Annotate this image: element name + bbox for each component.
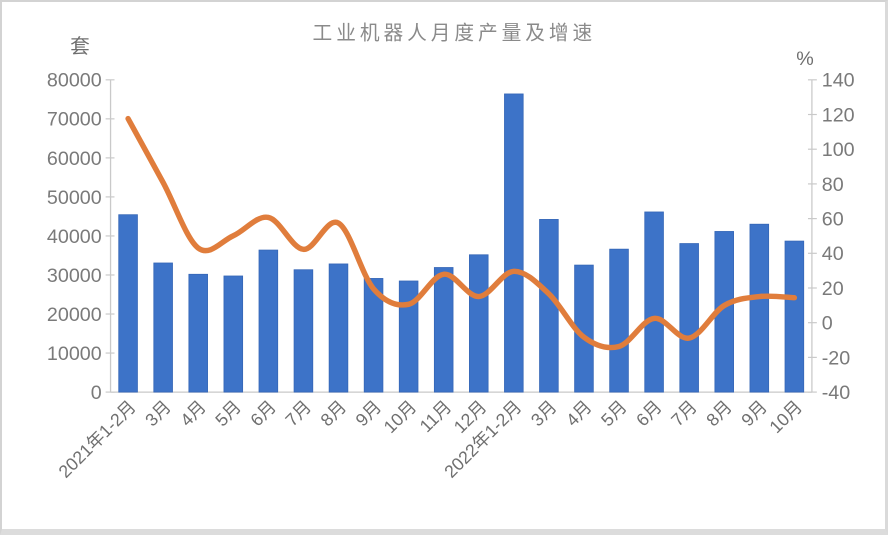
x-axis-label: 2021年1-2月 [55,397,140,482]
growth-rate-line [125,115,798,351]
bar-6月 [258,249,279,393]
x-axis-label: 9月 [352,397,386,431]
x-axis-label: 7月 [281,397,315,431]
bar-7月 [293,269,314,393]
bar-5月 [609,248,629,393]
right-axis-tick-label: 120 [822,104,855,126]
x-axis-label: 3月 [527,397,561,431]
right-axis-tick-label: 60 [822,208,844,230]
bar-2022年1-2月 [504,93,524,393]
right-axis-tick-label: 40 [822,243,844,265]
left-axis-unit-label: 套 [70,36,90,58]
left-axis-tick-label: 40000 [47,226,102,248]
bar-4月 [188,273,208,393]
right-axis-unit-label: % [796,48,814,70]
left-axis-tick-label: 30000 [47,265,102,287]
bar-9月 [363,278,384,393]
x-axis-category-labels: 2021年1-2月 3月 4月 5月 6月 7月 8月 9月10月11月12月2022年1-2… [55,397,806,482]
left-axis-tick-label: 60000 [47,148,102,170]
bar-5月 [223,275,244,393]
right-axis-tick-label: 80 [822,174,844,196]
right-axis-tick-labels: -40 -20 0 20 40 60 80 100 120 140 [807,70,855,404]
x-axis-label: 6月 [632,397,666,431]
x-axis-label: 7月 [667,397,701,431]
left-axis-tick-label: 0 [91,382,102,404]
right-axis-tick-label: 20 [822,278,844,300]
left-axis-tick-label: 80000 [47,70,102,92]
right-axis-tick-label: -20 [822,347,851,369]
bar-10月 [398,280,419,393]
axes [109,79,813,393]
bar-8月 [328,263,349,393]
x-axis-label: 11月 [416,397,456,437]
chart-title: 工业机器人月度产量及增速 [313,22,597,44]
bar-9月 [749,223,770,393]
right-axis-tick-label: 140 [822,70,855,92]
right-axis-tick-label: 0 [822,313,833,335]
left-axis-tick-label: 50000 [47,187,102,209]
left-axis-tick-labels: 0 10000 20000 30000 40000 50000 60000 70000 8000… [47,70,115,404]
x-axis-label: 3月 [141,397,175,431]
x-axis-label: 4月 [562,397,596,431]
x-axis-label: 8月 [702,397,736,431]
x-axis-label: 5月 [597,397,631,431]
bar-2021年1-2月 [118,214,138,393]
bar-7月 [679,243,699,393]
x-axis-label: 10月 [380,397,421,438]
right-axis-tick-label: 100 [822,139,855,161]
production-bar-series [118,93,805,393]
left-axis-tick-label: 70000 [47,109,102,131]
x-axis-label: 4月 [176,397,210,431]
right-axis-tick-label: -40 [822,382,851,404]
x-axis-label: 8月 [317,397,351,431]
x-axis-label: 10月 [765,397,806,438]
x-axis-label: 9月 [737,397,771,431]
left-axis-tick-label: 20000 [47,304,102,326]
left-axis-tick-label: 10000 [47,343,102,365]
bar-6月 [644,211,664,393]
growth-rate-line-series [125,115,798,351]
bar-12月 [469,254,489,393]
industrial-robot-combo-chart: 工业机器人月度产量及增速 套 % 0 10000 20000 30000 40000 50… [47,22,855,482]
bar-3月 [539,219,559,393]
x-axis-label: 5月 [211,397,245,431]
bar-10月 [784,240,805,393]
bar-11月 [433,267,454,393]
bar-3月 [153,262,173,393]
x-axis-label: 6月 [246,397,280,431]
